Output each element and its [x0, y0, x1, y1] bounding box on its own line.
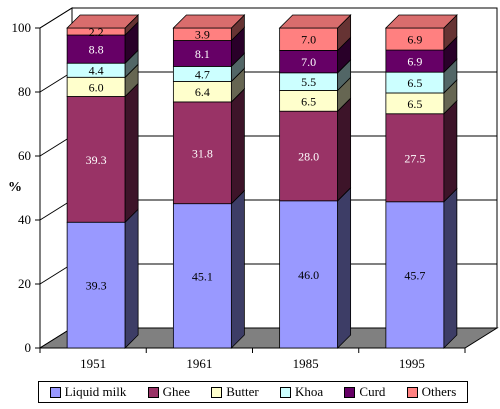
bar-segment-front — [172, 203, 232, 349]
bar-top — [66, 14, 140, 29]
bar-segment-front — [172, 40, 232, 67]
data-label: 7.0 — [301, 33, 316, 47]
y-tick-label: 60 — [18, 148, 31, 163]
bar-segment-side — [230, 189, 245, 349]
legend: Liquid milk Ghee Butter Khoa Curd Others — [38, 381, 468, 403]
bar-segment-side — [230, 87, 245, 205]
data-label: 6.0 — [89, 80, 104, 94]
data-label: 5.5 — [301, 75, 316, 89]
y-tick-label: 0 — [25, 340, 32, 355]
data-label: 39.3 — [86, 279, 107, 293]
gridline-side — [39, 7, 73, 29]
x-tick-label: 1961 — [186, 356, 212, 371]
y-tick-label: 20 — [18, 276, 31, 291]
legend-label: Liquid milk — [64, 384, 127, 399]
legend-item: Others — [406, 384, 457, 400]
bar-segment-front — [66, 34, 126, 64]
legend-label: Butter — [226, 384, 259, 399]
bars — [66, 14, 458, 349]
y-tick-label: 80 — [18, 84, 31, 99]
data-label: 2.2 — [89, 25, 104, 39]
bar-top — [278, 14, 352, 29]
data-label: 6.5 — [301, 94, 316, 108]
legend-label: Khoa — [295, 384, 324, 399]
data-label: 6.9 — [407, 55, 422, 69]
legend-item: Curd — [344, 384, 385, 400]
bar-segment-side — [443, 187, 458, 349]
bar-segment-side — [337, 186, 352, 349]
gridline-side — [39, 263, 73, 285]
bar-segment-front — [172, 101, 232, 205]
gridline-side — [39, 71, 73, 93]
data-label: 28.0 — [298, 150, 319, 164]
legend-swatch — [211, 386, 223, 398]
y-tick-label: 100 — [12, 20, 32, 35]
data-label: 8.1 — [195, 47, 210, 61]
data-labels: 39.3 39.3 6.0 4.4 8.8 2.2 45.1 31.8 6.4 4.7 8.1 3.9… — [86, 25, 426, 293]
x-tick-label: 1995 — [399, 356, 425, 371]
legend-swatch — [344, 386, 356, 398]
legend-swatch — [406, 386, 418, 398]
bar-segment-side — [337, 97, 352, 202]
data-label: 7.0 — [301, 55, 316, 69]
data-label: 6.5 — [407, 97, 422, 111]
data-label: 45.7 — [404, 268, 425, 282]
legend-item: Butter — [211, 384, 259, 400]
data-label: 27.5 — [404, 151, 425, 165]
y-axis-title: % — [8, 180, 22, 195]
data-label: 31.8 — [192, 146, 213, 160]
bar-segment-side — [443, 99, 458, 203]
gridline-side — [39, 199, 73, 221]
data-label: 6.4 — [195, 85, 210, 99]
data-label: 6.9 — [407, 33, 422, 47]
bar-segment-side — [124, 82, 139, 224]
data-label: 6.5 — [407, 76, 422, 90]
legend-label: Others — [421, 384, 457, 399]
axes: 0 20 40 60 80 100% 1951 1961 1985 1995 — [8, 20, 466, 371]
data-label: 39.3 — [86, 153, 107, 167]
bar-segment-front — [385, 201, 445, 349]
bar-segment-front — [66, 96, 126, 223]
y-tick-label: 40 — [18, 212, 31, 227]
legend-item: Khoa — [280, 384, 323, 400]
legend-item: Liquid milk — [49, 384, 127, 400]
data-label: 4.4 — [89, 64, 104, 78]
legend-swatch — [49, 386, 61, 398]
legend-swatch — [147, 386, 159, 398]
data-label: 8.8 — [89, 43, 104, 57]
bar-segment-side — [124, 208, 139, 349]
data-label: 46.0 — [298, 268, 319, 282]
bar-segment-front — [66, 221, 126, 349]
x-tick-label: 1985 — [293, 356, 319, 371]
legend-item: Ghee — [147, 384, 191, 400]
legend-label: Curd — [359, 384, 386, 399]
data-label: 45.1 — [192, 269, 213, 283]
legend-label: Ghee — [162, 384, 191, 399]
bar-top — [384, 14, 458, 29]
data-label: 3.9 — [195, 28, 210, 42]
legend-swatch — [280, 386, 291, 398]
bar-top — [172, 14, 246, 29]
x-tick-label: 1951 — [80, 356, 106, 371]
gridline-side — [39, 135, 73, 157]
data-label: 4.7 — [195, 67, 210, 81]
bar-segment-front — [279, 200, 339, 349]
